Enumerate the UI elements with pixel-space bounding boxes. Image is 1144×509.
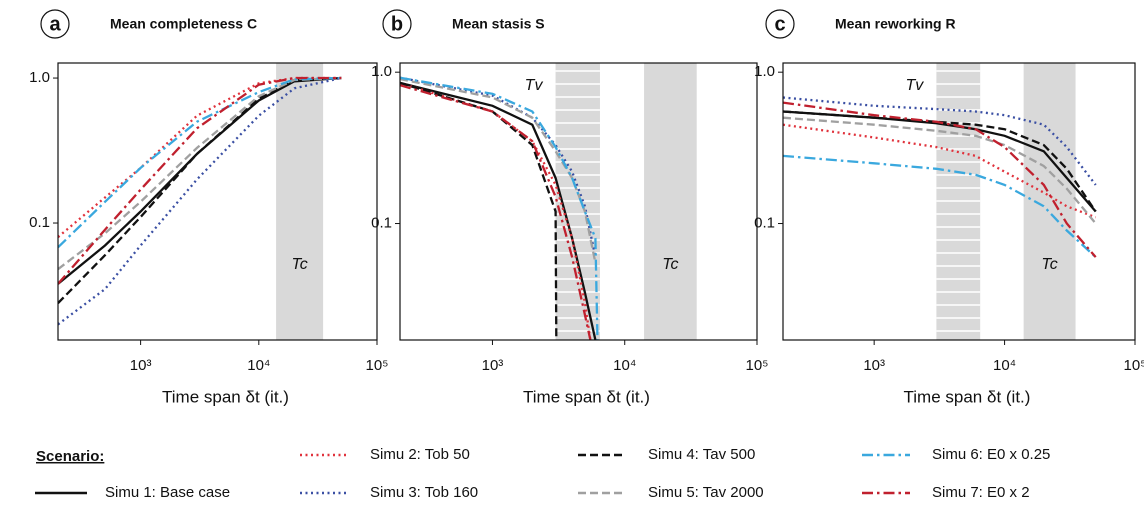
series-line (58, 76, 342, 285)
series-line (783, 154, 1097, 258)
series-line (400, 76, 597, 258)
legend-label: Simu 7: E0 x 2 (932, 484, 1030, 501)
band-label: Tc (291, 256, 307, 273)
y-tick-label: 0.1 (29, 214, 50, 231)
x-axis-label: Time span δt (it.) (162, 387, 289, 406)
axes-frame (782, 62, 1136, 341)
panel-letter: b (391, 13, 403, 35)
y-tick-label: 1.0 (371, 63, 392, 80)
series-line (58, 76, 342, 326)
shaded-band (1023, 63, 1076, 340)
legend-label: Simu 5: Tav 2000 (648, 484, 764, 501)
series-line (783, 116, 1097, 225)
legend-label: Simu 3: Tob 160 (370, 484, 478, 501)
x-tick-label: 10³ (482, 357, 504, 374)
series-line (58, 76, 342, 238)
axes-frame (57, 62, 378, 341)
series-line (400, 81, 597, 340)
x-tick-label: 10⁵ (1124, 357, 1144, 374)
band-label: Tc (1041, 256, 1057, 273)
panel-letter: a (49, 13, 61, 35)
band-label: Tv (525, 77, 544, 94)
panel-letter: c (774, 13, 785, 35)
plot-lines (58, 76, 342, 326)
series-line (400, 77, 597, 264)
legend-label: Simu 2: Tob 50 (370, 446, 470, 463)
panel-title: Mean reworking R (835, 16, 956, 32)
panel-badge (40, 9, 70, 39)
panel-badge (765, 9, 795, 39)
panel-title: Mean stasis S (452, 16, 545, 32)
y-tick-label: 0.1 (371, 215, 392, 232)
x-tick-label: 10⁴ (247, 357, 270, 374)
legend-label: Simu 4: Tav 500 (648, 446, 755, 463)
plot-lines (400, 76, 599, 340)
x-tick-label: 10⁵ (746, 357, 769, 374)
legend-label: Simu 6: E0 x 0.25 (932, 446, 1050, 463)
x-axis-label: Time span δt (it.) (523, 387, 650, 406)
x-tick-label: 10⁴ (613, 357, 636, 374)
x-tick-label: 10⁵ (366, 357, 389, 374)
panel-title: Mean completeness C (110, 16, 257, 32)
band-label: Tc (662, 256, 678, 273)
shaded-band (276, 63, 324, 340)
series-line (58, 76, 342, 271)
y-tick-label: 0.1 (754, 215, 775, 232)
plot-lines (783, 96, 1097, 258)
x-tick-label: 10³ (863, 357, 885, 374)
panel-badge (382, 9, 412, 39)
shaded-band (644, 63, 697, 340)
y-tick-label: 1.0 (754, 63, 775, 80)
series-line (400, 81, 558, 340)
series-line (400, 76, 599, 340)
x-tick-label: 10⁴ (993, 357, 1016, 374)
x-tick-label: 10³ (130, 357, 152, 374)
series-line (58, 76, 342, 249)
axes-frame (399, 62, 758, 341)
series-line (400, 84, 592, 340)
x-axis-label: Time span δt (it.) (904, 387, 1031, 406)
legend-title: Scenario: (36, 448, 104, 465)
band-label: Tv (905, 77, 924, 94)
series-line (783, 110, 1097, 213)
y-tick-label: 1.0 (29, 69, 50, 86)
series-line (783, 101, 1097, 258)
legend-label: Simu 1: Base case (105, 484, 230, 501)
